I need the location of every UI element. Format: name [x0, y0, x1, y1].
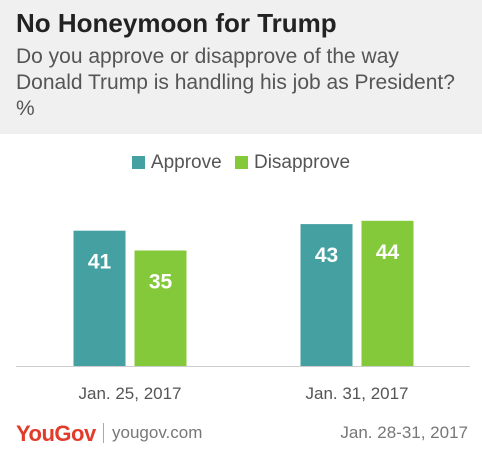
bar-approve-0: [73, 230, 126, 366]
footer: YouGov yougov.com Jan. 28-31, 2017: [0, 418, 482, 448]
x-tick-label-0: Jan. 25, 2017: [78, 384, 181, 403]
bar-disapprove-0: [134, 250, 187, 366]
fieldwork-dates: Jan. 28-31, 2017: [340, 423, 468, 442]
yougov-logo: YouGov: [16, 421, 96, 446]
bar-approve-1: [300, 224, 353, 366]
legend-label-approve: Approve: [150, 152, 222, 173]
logo-divider: [103, 423, 104, 443]
header-panel: No Honeymoon for Trump Do you approve or…: [0, 0, 482, 134]
legend: Approve Disapprove: [0, 152, 482, 174]
data-label-disapprove-1: 44: [376, 241, 400, 264]
site-url: yougov.com: [112, 423, 203, 442]
x-tick-label-1: Jan. 31, 2017: [305, 384, 408, 403]
bar-disapprove-1: [361, 220, 414, 366]
data-label-approve-0: 41: [88, 251, 112, 274]
data-label-approve-1: 43: [315, 244, 338, 267]
legend-item-disapprove: Disapprove: [234, 152, 351, 174]
legend-swatch-approve: [131, 156, 145, 169]
chart-subtitle: Do you approve or disapprove of the way …: [16, 45, 455, 120]
data-label-disapprove-0: 35: [149, 271, 173, 294]
legend-swatch-disapprove: [234, 156, 248, 169]
legend-item-approve: Approve: [131, 152, 222, 174]
legend-label-disapprove: Disapprove: [253, 152, 351, 173]
chart-title: No Honeymoon for Trump: [16, 8, 337, 38]
